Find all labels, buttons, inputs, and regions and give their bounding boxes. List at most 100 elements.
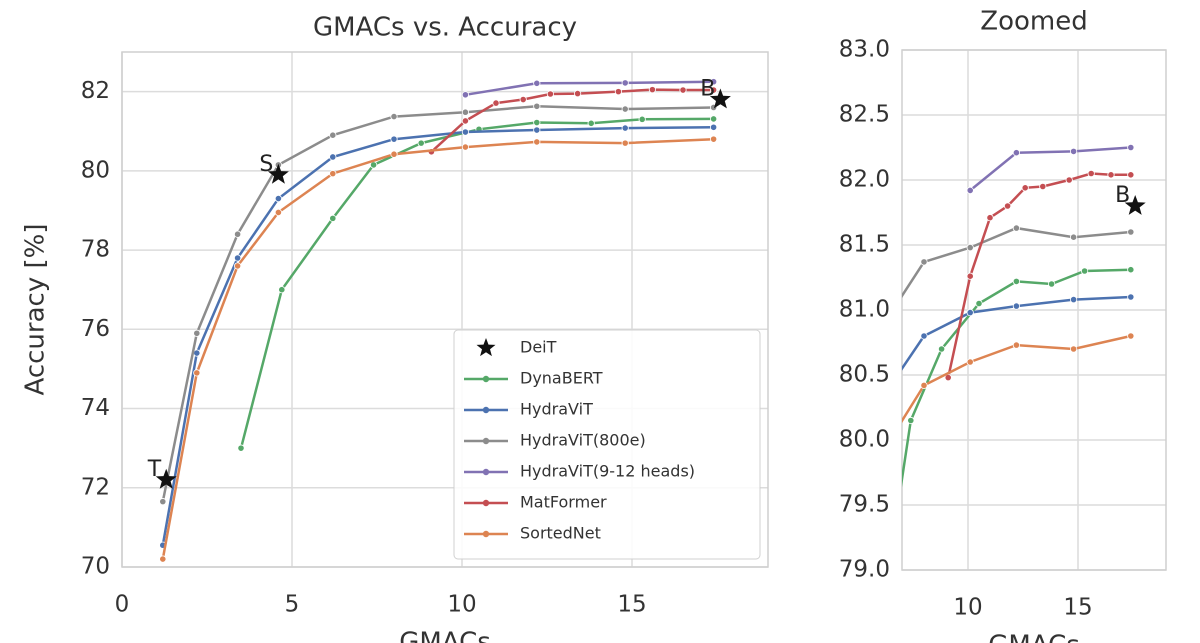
series-line [161,137,714,560]
data-point [709,115,718,123]
star-marker [1124,195,1146,215]
data-point [159,555,167,563]
data-point [1070,345,1078,353]
data-point [1127,266,1135,274]
data-point [461,128,469,136]
data-point [329,170,337,178]
data-point [234,254,242,262]
data-point [159,498,167,506]
x-tick-label: 15 [617,592,646,618]
data-point [234,262,242,270]
legend-label: DeiT [520,338,557,357]
point-label: B [1115,183,1130,208]
y-tick-label: 74 [81,395,110,421]
legend-marker [482,468,490,476]
series-line [902,268,1131,488]
y-tick-label: 80.5 [839,362,890,388]
data-point [709,78,718,86]
star-marker [155,468,177,489]
data-point [614,88,623,96]
data-point [461,117,469,125]
data-point [329,214,337,222]
data-point [1081,267,1089,275]
data-point [709,135,718,143]
data-point [492,99,500,107]
data-point [621,139,629,147]
data-point [533,126,541,134]
data-point [621,79,629,87]
data-point [1070,147,1078,155]
legend-marker [482,406,490,414]
x-tick-label: 10 [953,595,982,621]
data-point [966,358,974,366]
data-point [1127,171,1135,179]
y-tick-label: 80.0 [839,427,890,453]
data-point [1087,169,1095,178]
data-point [881,391,887,397]
x-tick-label: 10 [447,592,476,618]
y-tick-label: 79.5 [839,492,890,518]
data-point [1039,182,1047,191]
data-point [533,79,541,87]
data-point [1048,280,1056,288]
data-point [907,416,915,425]
legend-marker [482,375,490,383]
data-point [1127,293,1135,301]
y-tick-label: 80 [81,157,110,183]
y-tick-label: 81.0 [839,297,890,323]
data-point [461,143,469,151]
data-point [966,244,974,252]
data-point [648,86,657,94]
series-line [946,172,1131,378]
point-label: B [700,77,715,102]
data-point [621,124,629,132]
data-point [274,194,282,203]
y-axis-label: Accuracy [%] [21,224,51,396]
data-point [709,123,718,131]
x-tick-label: 5 [285,592,300,618]
data-point [1021,184,1029,192]
legend-marker [482,499,490,507]
data-point [1012,302,1021,310]
data-point [986,214,994,222]
y-tick-label: 70 [81,554,110,580]
data-point [709,86,718,94]
data-point [966,272,974,280]
data-point [966,308,974,317]
axes-frame [901,49,1167,571]
data-point [920,381,928,389]
data-point [1012,341,1021,349]
data-point [329,153,337,161]
data-point [621,105,629,113]
data-point [920,332,928,340]
data-point [193,369,201,377]
data-point [533,138,541,146]
data-point [417,139,425,147]
series-line [430,88,714,153]
y-tick-label: 72 [81,474,110,500]
y-tick-label: 76 [81,316,110,342]
point-label: T [147,457,162,482]
legend-label: SortedNet [520,524,601,543]
data-point [937,345,946,353]
data-point [1127,228,1135,236]
data-point [390,112,398,121]
y-tick-label: 83.0 [839,37,890,63]
axes-frame [121,51,769,568]
legend-label: HydraViT [520,400,593,419]
data-point [274,208,282,217]
data-point [1003,202,1012,210]
data-point [193,349,201,357]
data-point [461,108,469,116]
data-point [533,102,541,110]
data-point [881,593,887,599]
data-point [1012,224,1021,232]
chart-title: Zoomed [980,7,1087,37]
data-point [1107,171,1115,179]
y-tick-label: 82.0 [839,167,890,193]
y-tick-label: 79.0 [839,557,890,583]
data-point [1070,233,1078,241]
data-point [1127,143,1135,152]
data-point [329,131,337,139]
